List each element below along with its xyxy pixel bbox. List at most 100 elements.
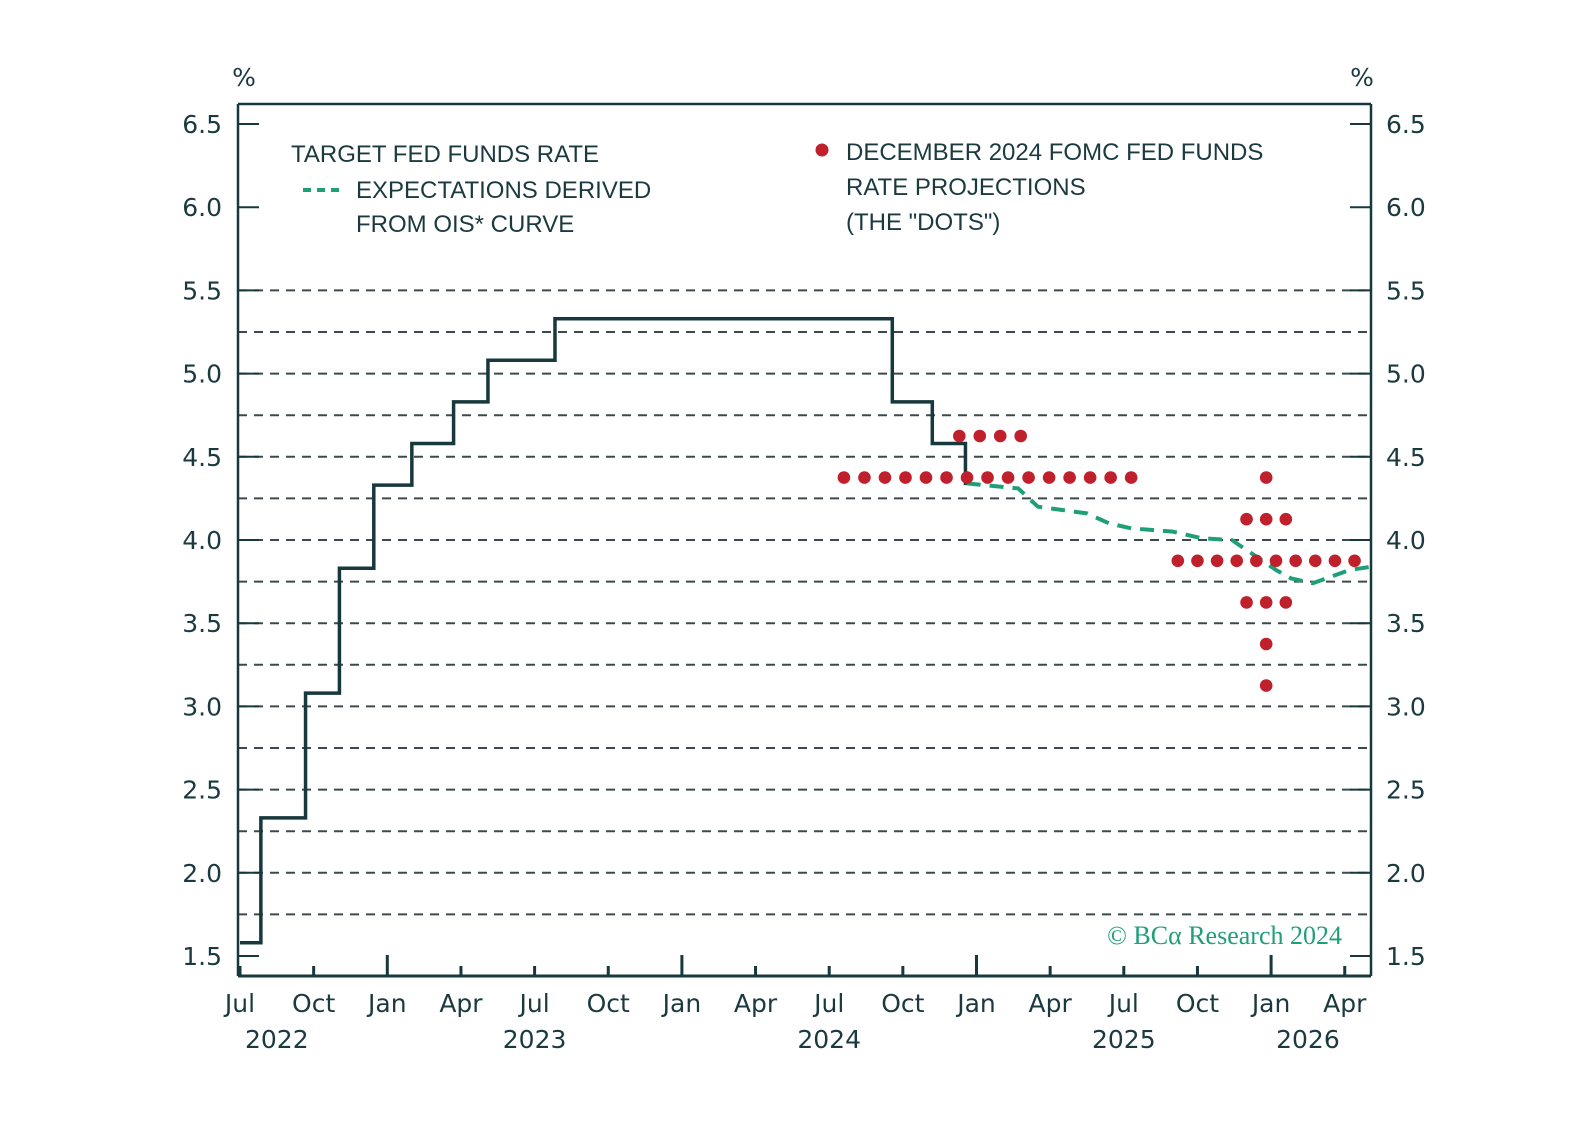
fomc-dot bbox=[1014, 429, 1027, 443]
fomc-dot bbox=[1104, 471, 1117, 484]
fomc-dot bbox=[1269, 554, 1283, 568]
fomc-dot bbox=[1308, 554, 1322, 568]
y-tick-label-left: 2.0 bbox=[182, 859, 222, 888]
y-tick-label-right: 2.5 bbox=[1386, 776, 1426, 805]
y-tick-label-right: 2.0 bbox=[1386, 859, 1426, 888]
x-year-label: 2024 bbox=[797, 1025, 861, 1054]
fomc-dot bbox=[993, 429, 1007, 443]
fomc-dot bbox=[1328, 554, 1342, 568]
fomc-dot bbox=[1259, 596, 1273, 609]
y-tick-label-left: 3.0 bbox=[182, 692, 222, 721]
legend-left: TARGET FED FUNDS RATE EXPECTATIONS DERIV… bbox=[291, 141, 651, 238]
y-tick-label-left: 4.5 bbox=[182, 443, 222, 472]
x-axis: Jul Oct Jan Apr Jul Oct Jan Apr Jul Oct Jan Apr Jul O… bbox=[223, 955, 1367, 1054]
fomc-dot bbox=[1250, 554, 1263, 568]
x-tick-label: Oct bbox=[1176, 989, 1219, 1018]
x-tick-label: Apr bbox=[439, 989, 483, 1018]
legend-dots-line2: RATE PROJECTIONS bbox=[846, 174, 1086, 201]
fomc-dot bbox=[1083, 471, 1097, 484]
fomc-dot bbox=[1240, 596, 1253, 609]
x-tick-label: Apr bbox=[734, 989, 778, 1018]
x-tick-label: Jul bbox=[223, 989, 255, 1018]
fomc-dot bbox=[953, 429, 966, 443]
y-tick-label-left: 3.5 bbox=[182, 609, 222, 638]
x-tick-label: Oct bbox=[587, 989, 630, 1018]
left-unit-label: % bbox=[232, 63, 256, 92]
y-tick-label-left: 4.0 bbox=[182, 526, 222, 555]
copyright-watermark: © BCα Research 2024 bbox=[1107, 921, 1342, 950]
legend-dots-line1: DECEMBER 2024 FOMC FED FUNDS bbox=[846, 139, 1263, 166]
legend-target-rate: TARGET FED FUNDS RATE bbox=[291, 141, 599, 168]
x-tick-label: Jan bbox=[661, 989, 702, 1018]
fomc-dot bbox=[858, 471, 871, 484]
legend-dots-line3: (THE "DOTS") bbox=[846, 209, 1000, 236]
fomc-dot bbox=[1063, 471, 1076, 484]
x-tick-label: Oct bbox=[881, 989, 924, 1018]
x-tick-label: Jan bbox=[1250, 989, 1291, 1018]
fomc-dot bbox=[899, 471, 912, 484]
fomc-dot bbox=[1042, 471, 1056, 484]
x-tick-label: Jan bbox=[955, 989, 996, 1018]
fomc-dot bbox=[878, 471, 892, 484]
legend-dot-icon bbox=[815, 143, 829, 157]
x-year-label: 2023 bbox=[503, 1025, 567, 1054]
fomc-dot bbox=[1279, 512, 1293, 526]
y-tick-label-left: 6.5 bbox=[182, 110, 222, 139]
y-tick-label-left: 2.5 bbox=[182, 776, 222, 805]
y-tick-label-right: 6.5 bbox=[1386, 110, 1426, 139]
target-rate-step-line bbox=[240, 316, 968, 945]
y-tick-label-right: 4.5 bbox=[1386, 443, 1426, 472]
x-tick-label: Jul bbox=[518, 989, 550, 1018]
x-tick-label: Apr bbox=[1029, 989, 1073, 1018]
x-tick-label: Oct bbox=[292, 989, 335, 1018]
fomc-dot bbox=[973, 429, 987, 443]
y-tick-label-left: 5.5 bbox=[182, 276, 222, 305]
legend-right: DECEMBER 2024 FOMC FED FUNDS RATE PROJEC… bbox=[815, 139, 1263, 236]
y-tick-label-right: 3.5 bbox=[1386, 609, 1426, 638]
fomc-dot bbox=[1210, 554, 1224, 568]
fomc-dot bbox=[1259, 679, 1273, 692]
x-tick-label: Apr bbox=[1323, 989, 1367, 1018]
fomc-dot bbox=[1001, 471, 1015, 484]
x-tick-label: Jan bbox=[366, 989, 407, 1018]
y-tick-label-right: 1.5 bbox=[1386, 942, 1426, 971]
y-tick-label-right: 6.0 bbox=[1386, 193, 1426, 222]
x-tick-label: Jul bbox=[812, 989, 844, 1018]
fomc-dot bbox=[1259, 512, 1273, 526]
fomc-dot bbox=[960, 471, 974, 484]
x-year-label: 2026 bbox=[1276, 1025, 1340, 1054]
y-tick-label-left: 1.5 bbox=[182, 942, 222, 971]
y-tick-label-right: 5.5 bbox=[1386, 276, 1426, 305]
fomc-dot bbox=[1348, 554, 1361, 568]
fomc-dot bbox=[1279, 596, 1293, 609]
fomc-dot bbox=[940, 471, 953, 484]
y-tick-label-right: 4.0 bbox=[1386, 526, 1426, 555]
y-tick-label-left: 6.0 bbox=[182, 193, 222, 222]
legend-ois-line2: FROM OIS* CURVE bbox=[356, 211, 574, 238]
fomc-dot bbox=[919, 471, 933, 484]
fomc-dot bbox=[1259, 471, 1273, 484]
ois-expectations-line bbox=[966, 481, 1373, 586]
fomc-dot bbox=[1022, 471, 1035, 484]
y-tick-label-right: 3.0 bbox=[1386, 692, 1426, 721]
x-year-label: 2025 bbox=[1092, 1025, 1156, 1054]
y-tick-label-left: 5.0 bbox=[182, 360, 222, 389]
y-axes: 1.5 1.5 2.0 2.0 2.5 2.5 3.0 3.0 3.5 3.5 4.0 4.0 4.5 4… bbox=[182, 110, 1426, 971]
series-layer bbox=[240, 316, 1373, 945]
fomc-dot bbox=[1240, 512, 1253, 526]
x-tick-label: Jul bbox=[1107, 989, 1139, 1018]
fomc-dot bbox=[1171, 554, 1185, 568]
y-tick-label-right: 5.0 bbox=[1386, 360, 1426, 389]
fomc-dot bbox=[1124, 471, 1138, 484]
x-year-label: 2022 bbox=[245, 1025, 309, 1054]
fomc-dot bbox=[1230, 554, 1244, 568]
fomc-dot bbox=[837, 471, 851, 484]
gridlines bbox=[238, 289, 1371, 916]
right-unit-label: % bbox=[1350, 63, 1374, 92]
fomc-dot bbox=[1191, 554, 1204, 568]
fomc-dot bbox=[1259, 637, 1273, 651]
fomc-dot bbox=[981, 471, 994, 484]
fomc-dot bbox=[1289, 554, 1302, 568]
legend-ois-line1: EXPECTATIONS DERIVED bbox=[356, 177, 651, 204]
